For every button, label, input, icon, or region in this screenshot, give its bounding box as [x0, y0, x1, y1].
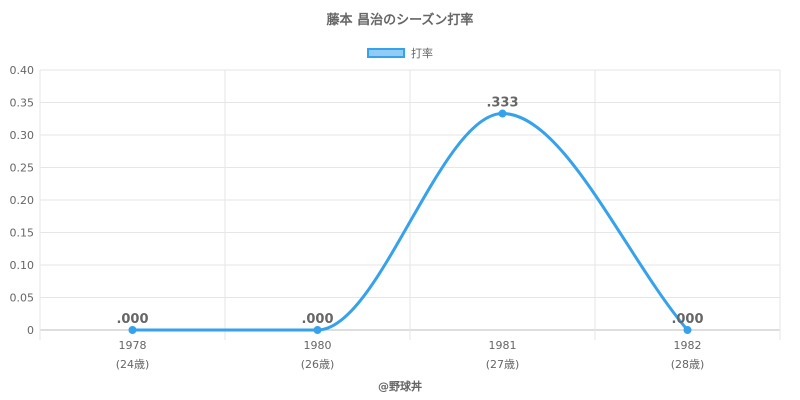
- credit-text: @野球丼: [378, 380, 422, 393]
- x-tick-label: 1980: [304, 339, 332, 352]
- data-point: [313, 326, 322, 334]
- y-tick-label: 0.15: [10, 227, 35, 240]
- data-label: .000: [301, 312, 333, 327]
- x-tick-sublabel: (28歳): [671, 358, 705, 371]
- x-tick-sublabel: (26歳): [301, 358, 335, 371]
- y-tick-label: 0.20: [10, 194, 35, 207]
- legend-label: 打率: [411, 47, 433, 60]
- y-tick-label: 0: [27, 324, 34, 337]
- data-label: .000: [671, 312, 703, 327]
- x-tick-sublabel: (24歳): [116, 358, 150, 371]
- y-tick-label: 0.25: [10, 162, 35, 175]
- data-point: [498, 109, 507, 118]
- y-tick-label: 0.35: [10, 97, 35, 110]
- chart-title: 藤本 昌治のシーズン打率: [326, 13, 474, 28]
- x-tick-sublabel: (27歳): [486, 358, 520, 371]
- y-tick-label: 0.40: [10, 64, 35, 77]
- x-tick-label: 1982: [674, 339, 702, 352]
- y-tick-label: 0.10: [10, 259, 35, 272]
- y-tick-label: 0.30: [10, 129, 35, 142]
- legend-swatch: [367, 48, 405, 58]
- data-point: [683, 326, 692, 334]
- x-tick-label: 1981: [489, 339, 517, 352]
- chart-legend[interactable]: 打率: [0, 45, 800, 61]
- data-label: .333: [486, 96, 518, 111]
- data-label: .000: [116, 312, 148, 327]
- data-point: [128, 326, 137, 334]
- y-tick-label: 0.05: [10, 292, 35, 305]
- x-tick-label: 1978: [119, 339, 147, 352]
- series-line: [132, 112, 689, 332]
